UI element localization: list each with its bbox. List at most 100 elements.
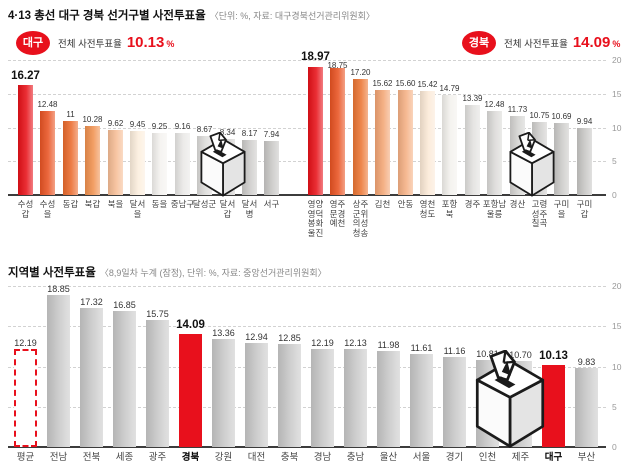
bar-value-label: 10.75 [529, 111, 550, 120]
bar-value-label: 15.62 [372, 79, 393, 88]
bar-value-label: 12.13 [344, 338, 367, 348]
gridline [8, 326, 606, 328]
bar-category-label: 경산 [509, 199, 526, 209]
bar-category-label: 상주 군위 의성 청송 [352, 199, 369, 238]
bottom-chart-source-note: 〈8,9일차 누계 (잠정), 단위: %, 자료: 중앙선거관리위원회〉 [99, 268, 327, 278]
gridline [8, 161, 606, 163]
gyeongbuk-badge: 경북 [462, 31, 496, 55]
bar-category-label: 충북 [280, 452, 299, 463]
bar-daegu-중남구 [175, 133, 190, 195]
bar-gyeongbuk-구미갑 [577, 128, 592, 195]
bar-category-label: 영양 영덕 봉화 울진 [307, 199, 324, 238]
bar-value-label: 12.19 [14, 338, 37, 348]
bar-gyeongbuk-포항남울릉 [487, 111, 502, 195]
bar-value-label: 18.75 [327, 61, 348, 70]
bar-regions-강원 [212, 339, 235, 447]
bar-category-label: 포항 북 [441, 199, 458, 219]
bar-category-label: 서울 [412, 452, 431, 463]
bar-value-label: 18.97 [301, 51, 330, 63]
bar-value-label: 16.27 [11, 70, 40, 82]
y-axis-tick-label: 15 [612, 88, 622, 99]
bar-regions-세종 [113, 311, 136, 447]
bar-category-label: 광주 [148, 452, 167, 463]
bar-regions-전남 [47, 295, 70, 447]
bar-category-label: 대전 [247, 452, 266, 463]
bar-category-label: 북을 [107, 199, 124, 209]
y-axis-tick-label: 10 [612, 361, 622, 372]
bar-value-label: 9.62 [107, 119, 124, 128]
gyeongbuk-summary-value: 14.09 [572, 34, 611, 51]
bar-category-label: 강원 [214, 452, 233, 463]
bar-value-label: 11.16 [443, 346, 466, 356]
bar-category-label: 구미 갑 [576, 199, 593, 219]
bar-value-label: 11.98 [377, 340, 400, 350]
gyeongbuk-overall-summary: 전체 사전투표율 14.09 % [504, 34, 620, 51]
bar-category-label: 구미 을 [553, 199, 570, 219]
bar-value-label: 12.85 [278, 333, 301, 343]
y-axis-tick-label: 0 [612, 190, 617, 200]
bar-category-label: 달서 갑 [219, 199, 236, 219]
bar-daegu-달서병 [242, 140, 257, 195]
y-axis-tick-label: 15 [612, 321, 622, 332]
bar-category-label: 동을 [151, 199, 168, 209]
bar-category-label: 경남 [313, 452, 332, 463]
bar-category-label: 전남 [49, 452, 68, 463]
bar-value-label: 13.36 [212, 328, 235, 338]
bar-category-label: 달성군 [192, 199, 217, 209]
bar-value-label: 7.94 [263, 130, 280, 139]
bar-daegu-달서을 [130, 131, 145, 195]
bar-regions-서울 [410, 354, 433, 447]
bar-gyeongbuk-김천 [375, 90, 390, 195]
bar-regions-울산 [377, 351, 400, 447]
bar-value-label: 11 [66, 110, 75, 119]
bar-category-label: 달서 병 [241, 199, 258, 219]
bar-category-label: 울산 [379, 452, 398, 463]
bar-value-label: 14.09 [176, 319, 205, 331]
bar-category-label: 영천 청도 [419, 199, 436, 219]
bar-category-label: 수성 갑 [17, 199, 34, 219]
bar-value-label: 10.69 [551, 112, 572, 121]
bar-value-label: 8.34 [219, 128, 236, 137]
bar-gyeongbuk-영천청도 [420, 91, 435, 195]
bar-category-label: 경주 [464, 199, 481, 209]
bar-category-label: 서구 [263, 199, 280, 209]
bar-value-label: 9.94 [576, 117, 593, 126]
bar-value-label: 12.48 [37, 100, 58, 109]
bar-gyeongbuk-경주 [465, 105, 480, 195]
bar-daegu-북갑 [85, 126, 100, 195]
bar-category-label: 세종 [115, 452, 134, 463]
top-chart-header: 4·13 총선 대구 경북 선거구별 사전투표율 〈단위: %, 자료: 대구경북… [8, 6, 375, 24]
bar-category-label: 영주 문경 예천 [329, 199, 346, 228]
bar-regions-경기 [443, 357, 466, 447]
bar-daegu-서구 [264, 141, 279, 195]
y-axis-tick-label: 20 [612, 281, 622, 291]
bar-regions-평균 [14, 349, 37, 447]
bar-value-label: 18.85 [47, 284, 70, 294]
bar-value-label: 12.48 [484, 100, 505, 109]
bar-category-label: 부산 [577, 452, 596, 463]
bar-value-label: 9.25 [151, 122, 168, 131]
ballot-box-icon [475, 350, 545, 448]
bar-category-label: 인천 [478, 452, 497, 463]
bar-daegu-동갑 [63, 121, 78, 195]
ballot-box-icon [509, 132, 555, 197]
gyeongbuk-summary-unit: % [612, 39, 621, 49]
bar-regions-대전 [245, 343, 268, 447]
gridline [8, 93, 606, 95]
bar-value-label: 8.67 [196, 125, 213, 134]
bar-regions-경남 [311, 349, 334, 447]
bar-value-label: 10.81 [476, 349, 499, 359]
bar-category-label: 평균 [16, 452, 35, 463]
bar-gyeongbuk-안동 [398, 90, 413, 195]
y-axis-tick-label: 10 [612, 122, 622, 133]
bar-category-label: 경기 [445, 452, 464, 463]
bar-category-label: 경북 [181, 452, 200, 463]
bar-regions-충남 [344, 349, 367, 447]
bar-value-label: 14.79 [439, 84, 460, 93]
x-axis-baseline [8, 446, 606, 448]
bar-value-label: 10.70 [509, 350, 532, 360]
bar-regions-전북 [80, 308, 103, 447]
bar-gyeongbuk-영주문경예천 [330, 68, 345, 195]
bar-value-label: 15.42 [417, 80, 438, 89]
daegu-overall-summary: 전체 사전투표율 10.13 % [58, 34, 174, 51]
